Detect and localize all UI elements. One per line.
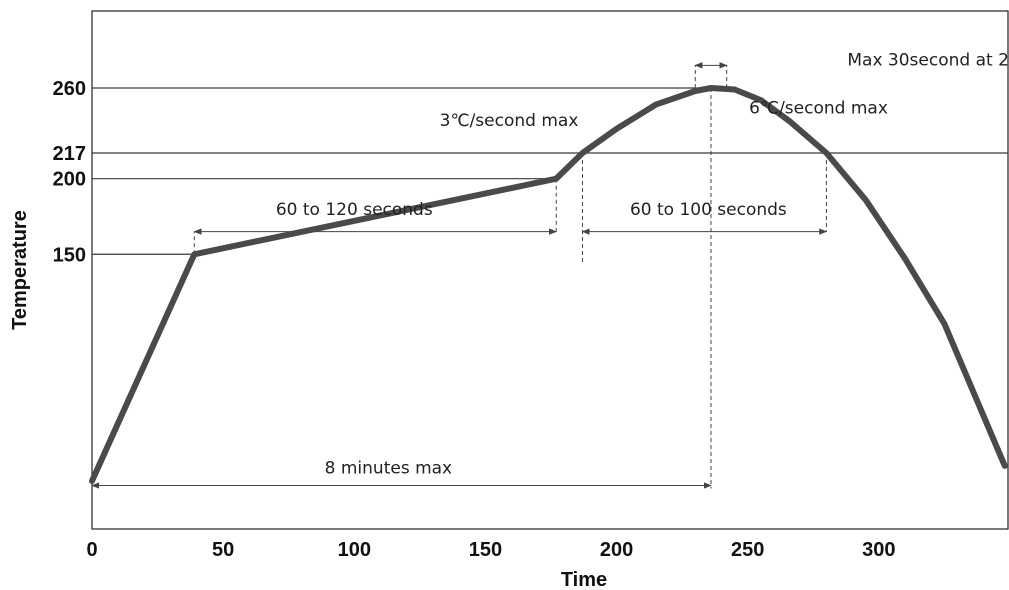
x-tick-labels: 0 50 100 150 200 250 300 [86, 539, 895, 561]
y-tick-label: 260 [53, 78, 86, 100]
y-axis-title: Temperature [9, 210, 31, 330]
x-tick-label: 200 [600, 539, 633, 561]
annotation-ann_8min: 8 minutes max [325, 458, 452, 478]
annotation-ann_max30: Max 30second at 260 ℃ [847, 50, 1009, 70]
y-tick-label: 150 [53, 244, 86, 266]
annotation-ann_3c: 3℃/second max [440, 111, 579, 131]
y-tick-labels: 150 200 217 260 [53, 78, 86, 266]
x-tick-label: 250 [731, 539, 764, 561]
reference-lines [92, 87, 1008, 255]
dimension-arrows [91, 62, 828, 489]
plot-frame [91, 10, 1009, 530]
annotation-ann_6c: 6℃/second max [749, 99, 888, 119]
vertical-markers [193, 65, 827, 489]
x-tick-label: 300 [862, 539, 895, 561]
annotations: 60 to 120 seconds 60 to 100 seconds 8 minu… [276, 50, 1009, 478]
annotation-ann_60_100: 60 to 100 seconds [630, 200, 787, 220]
annotation-ann_60_120: 60 to 120 seconds [276, 200, 433, 220]
y-tick-label: 200 [53, 169, 86, 191]
x-axis-title: Time [561, 569, 607, 590]
curve-layer [89, 85, 1008, 484]
y-tick-label: 217 [53, 143, 86, 165]
x-tick-label: 100 [338, 539, 371, 561]
temperature-curve [89, 85, 1008, 484]
x-tick-label: 0 [86, 539, 97, 561]
x-tick-label: 150 [469, 539, 502, 561]
x-tick-label: 50 [212, 539, 234, 561]
